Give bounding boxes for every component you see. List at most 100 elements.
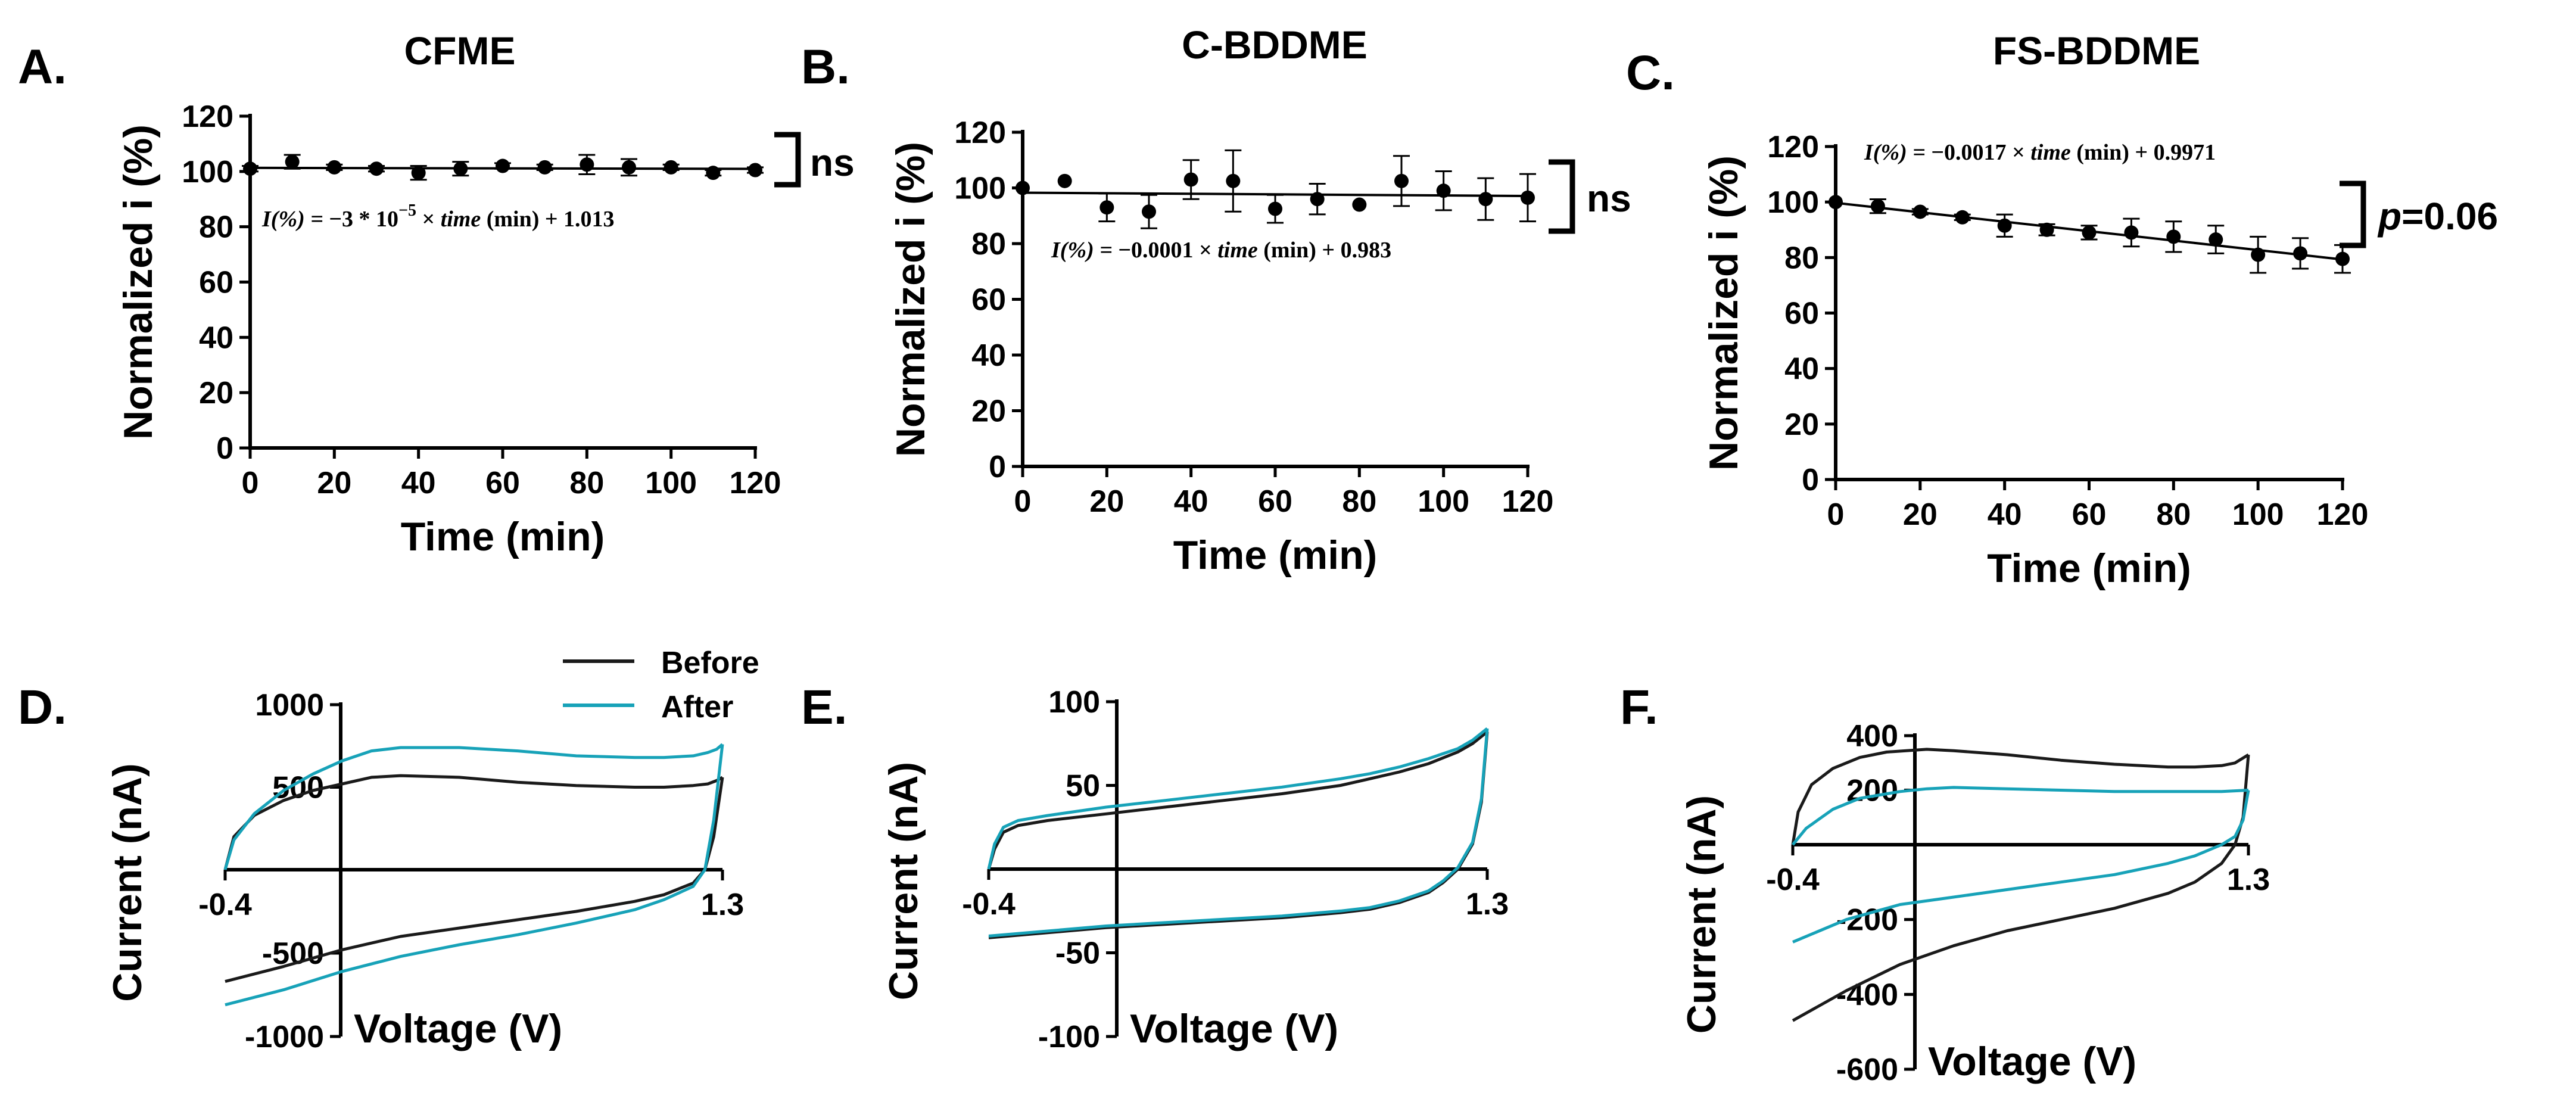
y-tick-label: -500 — [262, 936, 324, 971]
x-tick-label: 80 — [1342, 484, 1376, 519]
significance-value: =0.06 — [2401, 195, 2498, 238]
data-point — [2166, 229, 2181, 244]
data-point — [622, 160, 636, 175]
y-tick-label: 40 — [971, 338, 1006, 373]
data-point — [285, 154, 300, 169]
y-tick-label: 50 — [1066, 769, 1100, 804]
equation-times: × — [1194, 238, 1218, 263]
x-tick-label: 0 — [1827, 497, 1845, 532]
y-axis-title: Current (nA) — [881, 762, 926, 1000]
cv-curve-before-anodic — [223, 774, 724, 870]
data-point — [1226, 173, 1241, 188]
cv-curve-after-anodic — [223, 743, 724, 870]
y-tick-label: 20 — [199, 376, 233, 410]
chart-title: C-BDDME — [1182, 23, 1368, 67]
y-tick-label: 20 — [971, 394, 1006, 429]
legend-label-after: After — [661, 690, 733, 724]
x-tick-label: 80 — [2156, 497, 2191, 532]
equation-lhs: I(%) = — [261, 207, 329, 232]
y-tick-label: 80 — [1784, 241, 1819, 275]
y-tick-label: 60 — [971, 283, 1006, 318]
data-point — [2251, 247, 2266, 262]
y-tick-label: 100 — [954, 172, 1006, 206]
y-tick-label: 0 — [989, 450, 1006, 484]
x-tick-label: 0 — [1014, 484, 1032, 519]
x-tick-label: 40 — [1988, 497, 2022, 532]
data-point — [2293, 246, 2308, 261]
data-point — [580, 157, 594, 172]
significance-bracket — [1549, 159, 1575, 234]
y-tick-label: 500 — [272, 771, 324, 805]
equation-rest: (min) + 0.9971 — [2071, 140, 2216, 165]
y-tick-label: 40 — [1784, 352, 1819, 387]
data-point — [1521, 190, 1535, 205]
data-point — [1016, 180, 1030, 195]
data-point — [369, 161, 384, 176]
equation-times: × — [2007, 140, 2031, 165]
y-axis-title: Normalized i (%) — [116, 124, 161, 440]
equation-time: time — [2030, 140, 2071, 165]
x-tick-label: -0.4 — [962, 887, 1016, 922]
fit-equation: I(%) = −0.0017 × time (min) + 0.9971 — [1864, 140, 2216, 165]
data-point — [664, 160, 678, 175]
chart-title: CFME — [404, 29, 516, 73]
y-tick-label: -400 — [1836, 978, 1898, 1012]
data-point — [1142, 204, 1156, 219]
data-point — [243, 161, 257, 176]
significance-label: ns — [1587, 177, 1631, 220]
x-tick-label: 40 — [401, 466, 436, 500]
data-point — [1912, 204, 1927, 219]
x-tick-label: 120 — [2317, 497, 2369, 532]
x-tick-label: 100 — [2232, 497, 2284, 532]
x-tick-label: 120 — [1502, 484, 1554, 519]
y-tick-label: -50 — [1055, 936, 1100, 971]
x-tick-label: 20 — [1089, 484, 1124, 519]
x-tick-label: 60 — [485, 466, 520, 500]
cv-curve-after-anodic — [1792, 786, 2249, 846]
y-tick-label: 100 — [182, 155, 233, 189]
x-tick-label: 20 — [317, 466, 351, 500]
equation-rest: (min) + 0.983 — [1258, 238, 1391, 263]
y-tick-label: 120 — [1767, 130, 1819, 164]
equation-lhs: I(%) = — [1864, 140, 1931, 165]
data-point — [1352, 197, 1367, 212]
data-point — [2335, 251, 2350, 266]
y-tick-label: 400 — [1846, 719, 1898, 754]
data-point — [327, 160, 342, 175]
x-tick-label: 60 — [2072, 497, 2107, 532]
y-tick-label: 80 — [199, 210, 233, 245]
data-point — [496, 158, 510, 173]
equation-slope: −3 * 10 — [329, 207, 398, 232]
y-tick-label: 0 — [216, 431, 233, 466]
data-point — [706, 166, 721, 180]
significance-bracket — [2340, 180, 2366, 248]
x-tick-label: 40 — [1174, 484, 1208, 519]
y-tick-label: -100 — [1038, 1020, 1100, 1054]
data-point — [2082, 225, 2097, 240]
data-point — [1268, 201, 1282, 216]
y-axis-title: Normalized i (%) — [1701, 155, 1746, 471]
chart-title: FS-BDDME — [1993, 29, 2200, 73]
x-axis-title: Time (min) — [401, 514, 605, 559]
data-point — [1310, 192, 1325, 207]
data-point — [1394, 173, 1409, 188]
equation-rest: (min) + 1.013 — [481, 207, 614, 232]
y-tick-label: 80 — [971, 227, 1006, 262]
significance-label: ns — [810, 141, 855, 184]
y-tick-label: -600 — [1836, 1053, 1898, 1087]
x-axis-title: Voltage (V) — [1928, 1039, 2136, 1084]
cv-curve-before-anodic — [1791, 748, 2250, 845]
x-tick-label: 80 — [569, 466, 604, 500]
y-tick-label: 60 — [1784, 297, 1819, 331]
data-point — [453, 161, 468, 176]
x-tick-label: 1.3 — [2227, 863, 2270, 897]
equation-time: time — [441, 207, 481, 232]
cv-curve-after-cathodic — [1792, 790, 2250, 944]
x-tick-label: -0.4 — [198, 888, 252, 922]
data-point — [1183, 172, 1198, 187]
significance-label: p=0.06 — [2377, 195, 2498, 238]
y-tick-label: 200 — [1846, 774, 1898, 808]
panel-b: B. C-BDDME 0 20 40 60 80 100 120 0 20 40 60 80 100 120 T… — [801, 23, 1631, 578]
data-point — [2124, 225, 2139, 240]
